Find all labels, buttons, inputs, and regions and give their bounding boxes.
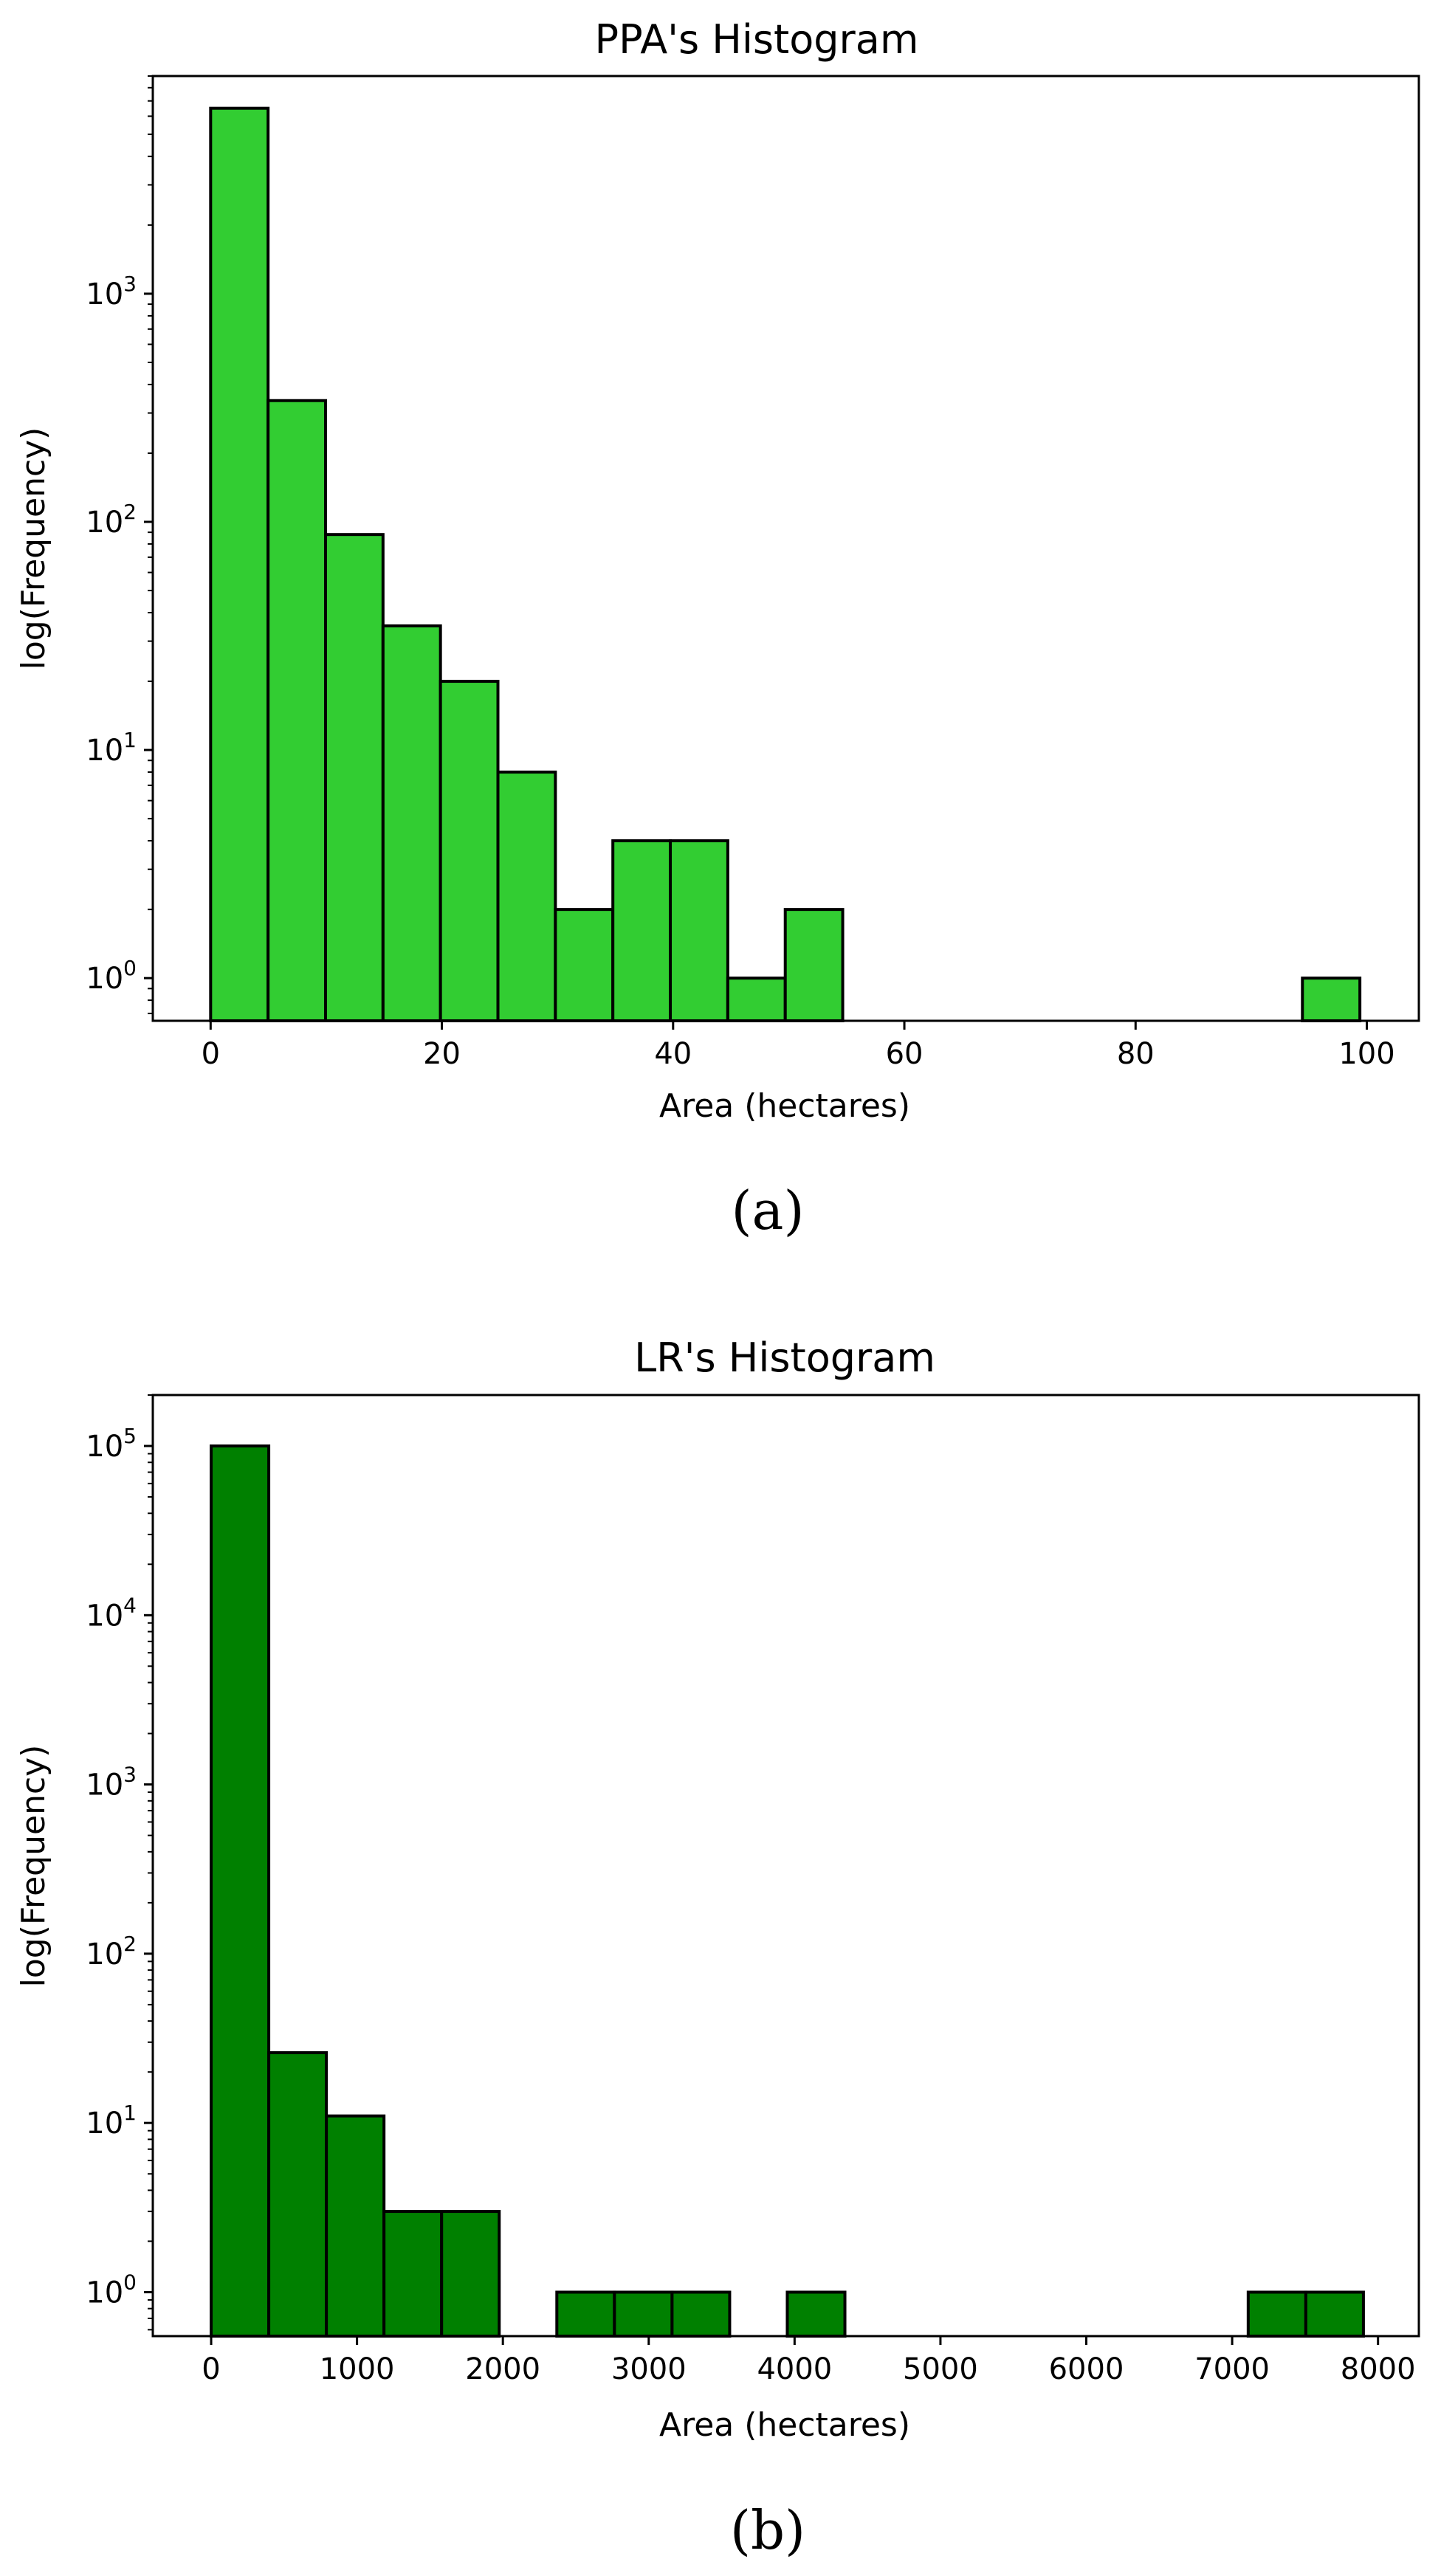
- histogram-bar: [439, 680, 500, 1023]
- histogram-bar: [325, 2114, 386, 2338]
- x-tick-label: 60: [886, 1037, 924, 1071]
- chart-title-b: LR's Histogram: [634, 1335, 935, 1381]
- y-axis-label-b: log(Frequency): [15, 1745, 52, 1988]
- y-tick-label: 103: [86, 272, 137, 311]
- y-tick-label: 102: [86, 500, 137, 540]
- plot-frame-b: [151, 1394, 1420, 2338]
- chart-panel-a: PPA's Histogram 0 20 40 60 80 100 10010110210…: [15, 16, 1420, 1241]
- histogram-bar: [613, 2290, 674, 2338]
- bars-a: [209, 106, 1362, 1023]
- histogram-bar: [381, 624, 442, 1022]
- bars-b: [210, 1444, 1365, 2338]
- histogram-bar: [323, 533, 385, 1022]
- histogram-bar: [611, 839, 673, 1022]
- chart-title-a: PPA's Histogram: [595, 16, 919, 63]
- histogram-bar: [1301, 977, 1362, 1022]
- histogram-bar: [266, 399, 327, 1022]
- y-tick-label: 100: [86, 956, 137, 996]
- x-tick-label: 7000: [1194, 2352, 1270, 2386]
- histogram-bar: [496, 771, 557, 1022]
- x-ticks-b: 0 1000 2000 3000 4000 5000 6000 7000 8000: [202, 2336, 1416, 2386]
- x-tick-label: 6000: [1049, 2352, 1124, 2386]
- x-tick-label: 0: [202, 2352, 220, 2386]
- y-tick-label: 104: [86, 1593, 137, 1633]
- histogram-bar: [382, 2210, 444, 2338]
- histogram-bar: [267, 2051, 329, 2338]
- x-axis-label-b: Area (hectares): [659, 2406, 910, 2444]
- caption-b: (b): [730, 2499, 805, 2561]
- histogram-bar: [440, 2210, 501, 2338]
- histogram-bar: [554, 908, 615, 1023]
- y-tick-label: 101: [86, 2101, 137, 2141]
- caption-a: (a): [731, 1179, 804, 1241]
- x-tick-label: 0: [202, 1037, 220, 1071]
- x-tick-label: 4000: [757, 2352, 832, 2386]
- histogram-bar: [1246, 2290, 1307, 2338]
- x-tick-label: 5000: [903, 2352, 978, 2386]
- x-tick-label: 2000: [465, 2352, 540, 2386]
- y-tick-label: 105: [86, 1424, 137, 1464]
- x-tick-label: 8000: [1341, 2352, 1416, 2386]
- y-tick-label: 102: [86, 1932, 137, 1971]
- x-axis-label-a: Area (hectares): [659, 1087, 910, 1125]
- y-tick-label: 101: [86, 728, 137, 768]
- x-ticks-a: 0 20 40 60 80 100: [202, 1021, 1395, 1071]
- x-tick-label: 100: [1338, 1037, 1394, 1071]
- x-tick-label: 1000: [320, 2352, 395, 2386]
- y-ticks-a: 100 101 102 103: [86, 75, 153, 1015]
- x-tick-label: 80: [1117, 1037, 1155, 1071]
- y-axis-label-a: log(Frequency): [15, 427, 52, 670]
- histogram-bar: [1304, 2290, 1365, 2338]
- x-tick-label: 20: [423, 1037, 461, 1071]
- histogram-bar: [726, 977, 787, 1022]
- x-tick-label: 40: [654, 1037, 692, 1071]
- y-tick-label: 100: [86, 2270, 137, 2310]
- histogram-bar: [783, 908, 845, 1023]
- chart-panel-b: LR's Histogram 0 1000 2000 3000 4000 5000 6000…: [15, 1335, 1420, 2561]
- x-tick-label: 3000: [611, 2352, 687, 2386]
- histogram-bar: [209, 106, 270, 1023]
- y-ticks-b: 100 101 102 103 104 105: [86, 1394, 153, 2331]
- y-tick-label: 103: [86, 1763, 137, 1802]
- histogram-bar: [785, 2290, 847, 2338]
- histogram-bar: [210, 1444, 271, 2338]
- histogram-bar: [555, 2290, 616, 2338]
- histogram-bar: [669, 839, 729, 1022]
- histogram-bar: [670, 2290, 732, 2338]
- plot-frame-a: [151, 75, 1420, 1022]
